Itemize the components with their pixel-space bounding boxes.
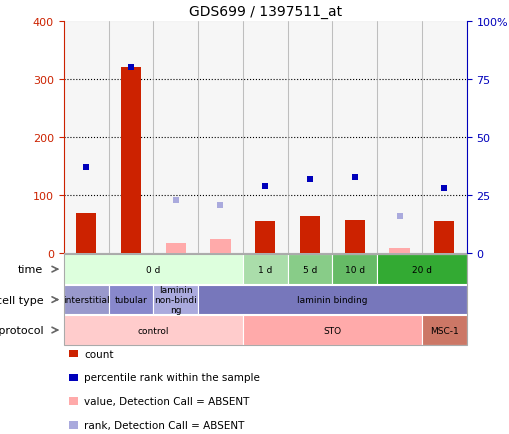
Text: count: count	[84, 349, 114, 358]
Bar	[64, 285, 108, 315]
Bar	[287, 255, 332, 284]
Bar	[389, 248, 409, 254]
Text: time: time	[18, 265, 43, 274]
Bar	[254, 222, 275, 254]
Bar	[64, 22, 108, 254]
Bar	[433, 222, 454, 254]
Bar	[299, 216, 320, 254]
Title: GDS699 / 1397511_at: GDS699 / 1397511_at	[188, 5, 341, 19]
Text: STO: STO	[323, 326, 341, 335]
Text: tubular: tubular	[115, 296, 147, 304]
Bar	[121, 68, 140, 254]
Bar	[64, 255, 466, 345]
Bar	[242, 316, 421, 345]
Bar	[69, 350, 78, 358]
Bar	[153, 285, 197, 315]
Bar	[332, 22, 376, 254]
Bar	[421, 22, 466, 254]
Text: control: control	[137, 326, 168, 335]
Text: 5 d: 5 d	[302, 265, 317, 274]
Text: laminin binding: laminin binding	[297, 296, 367, 304]
Bar	[108, 285, 153, 315]
Bar	[197, 22, 242, 254]
Text: interstitial: interstitial	[63, 296, 109, 304]
Text: percentile rank within the sample: percentile rank within the sample	[84, 373, 260, 382]
Bar	[165, 243, 185, 254]
Bar	[69, 398, 78, 405]
Bar	[376, 255, 466, 284]
Text: MSC-1: MSC-1	[429, 326, 458, 335]
Text: value, Detection Call = ABSENT: value, Detection Call = ABSENT	[84, 397, 249, 406]
Text: laminin
non-bindi
ng: laminin non-bindi ng	[154, 285, 196, 315]
Text: 1 d: 1 d	[258, 265, 272, 274]
Bar	[108, 22, 153, 254]
Bar	[69, 374, 78, 381]
Bar	[69, 421, 78, 429]
Text: 0 d: 0 d	[146, 265, 160, 274]
Bar	[210, 240, 230, 254]
Bar	[64, 316, 242, 345]
Bar	[76, 213, 96, 254]
Bar	[197, 285, 466, 315]
Text: growth protocol: growth protocol	[0, 326, 43, 335]
Text: rank, Detection Call = ABSENT: rank, Detection Call = ABSENT	[84, 421, 244, 430]
Bar	[332, 255, 376, 284]
Text: 20 d: 20 d	[411, 265, 431, 274]
Bar	[153, 22, 197, 254]
Text: cell type: cell type	[0, 295, 43, 305]
Bar	[287, 22, 332, 254]
Bar	[242, 255, 287, 284]
Bar	[64, 255, 242, 284]
Bar	[344, 220, 364, 254]
Bar	[242, 22, 287, 254]
Bar	[376, 22, 421, 254]
Bar	[421, 316, 466, 345]
Text: 10 d: 10 d	[344, 265, 364, 274]
